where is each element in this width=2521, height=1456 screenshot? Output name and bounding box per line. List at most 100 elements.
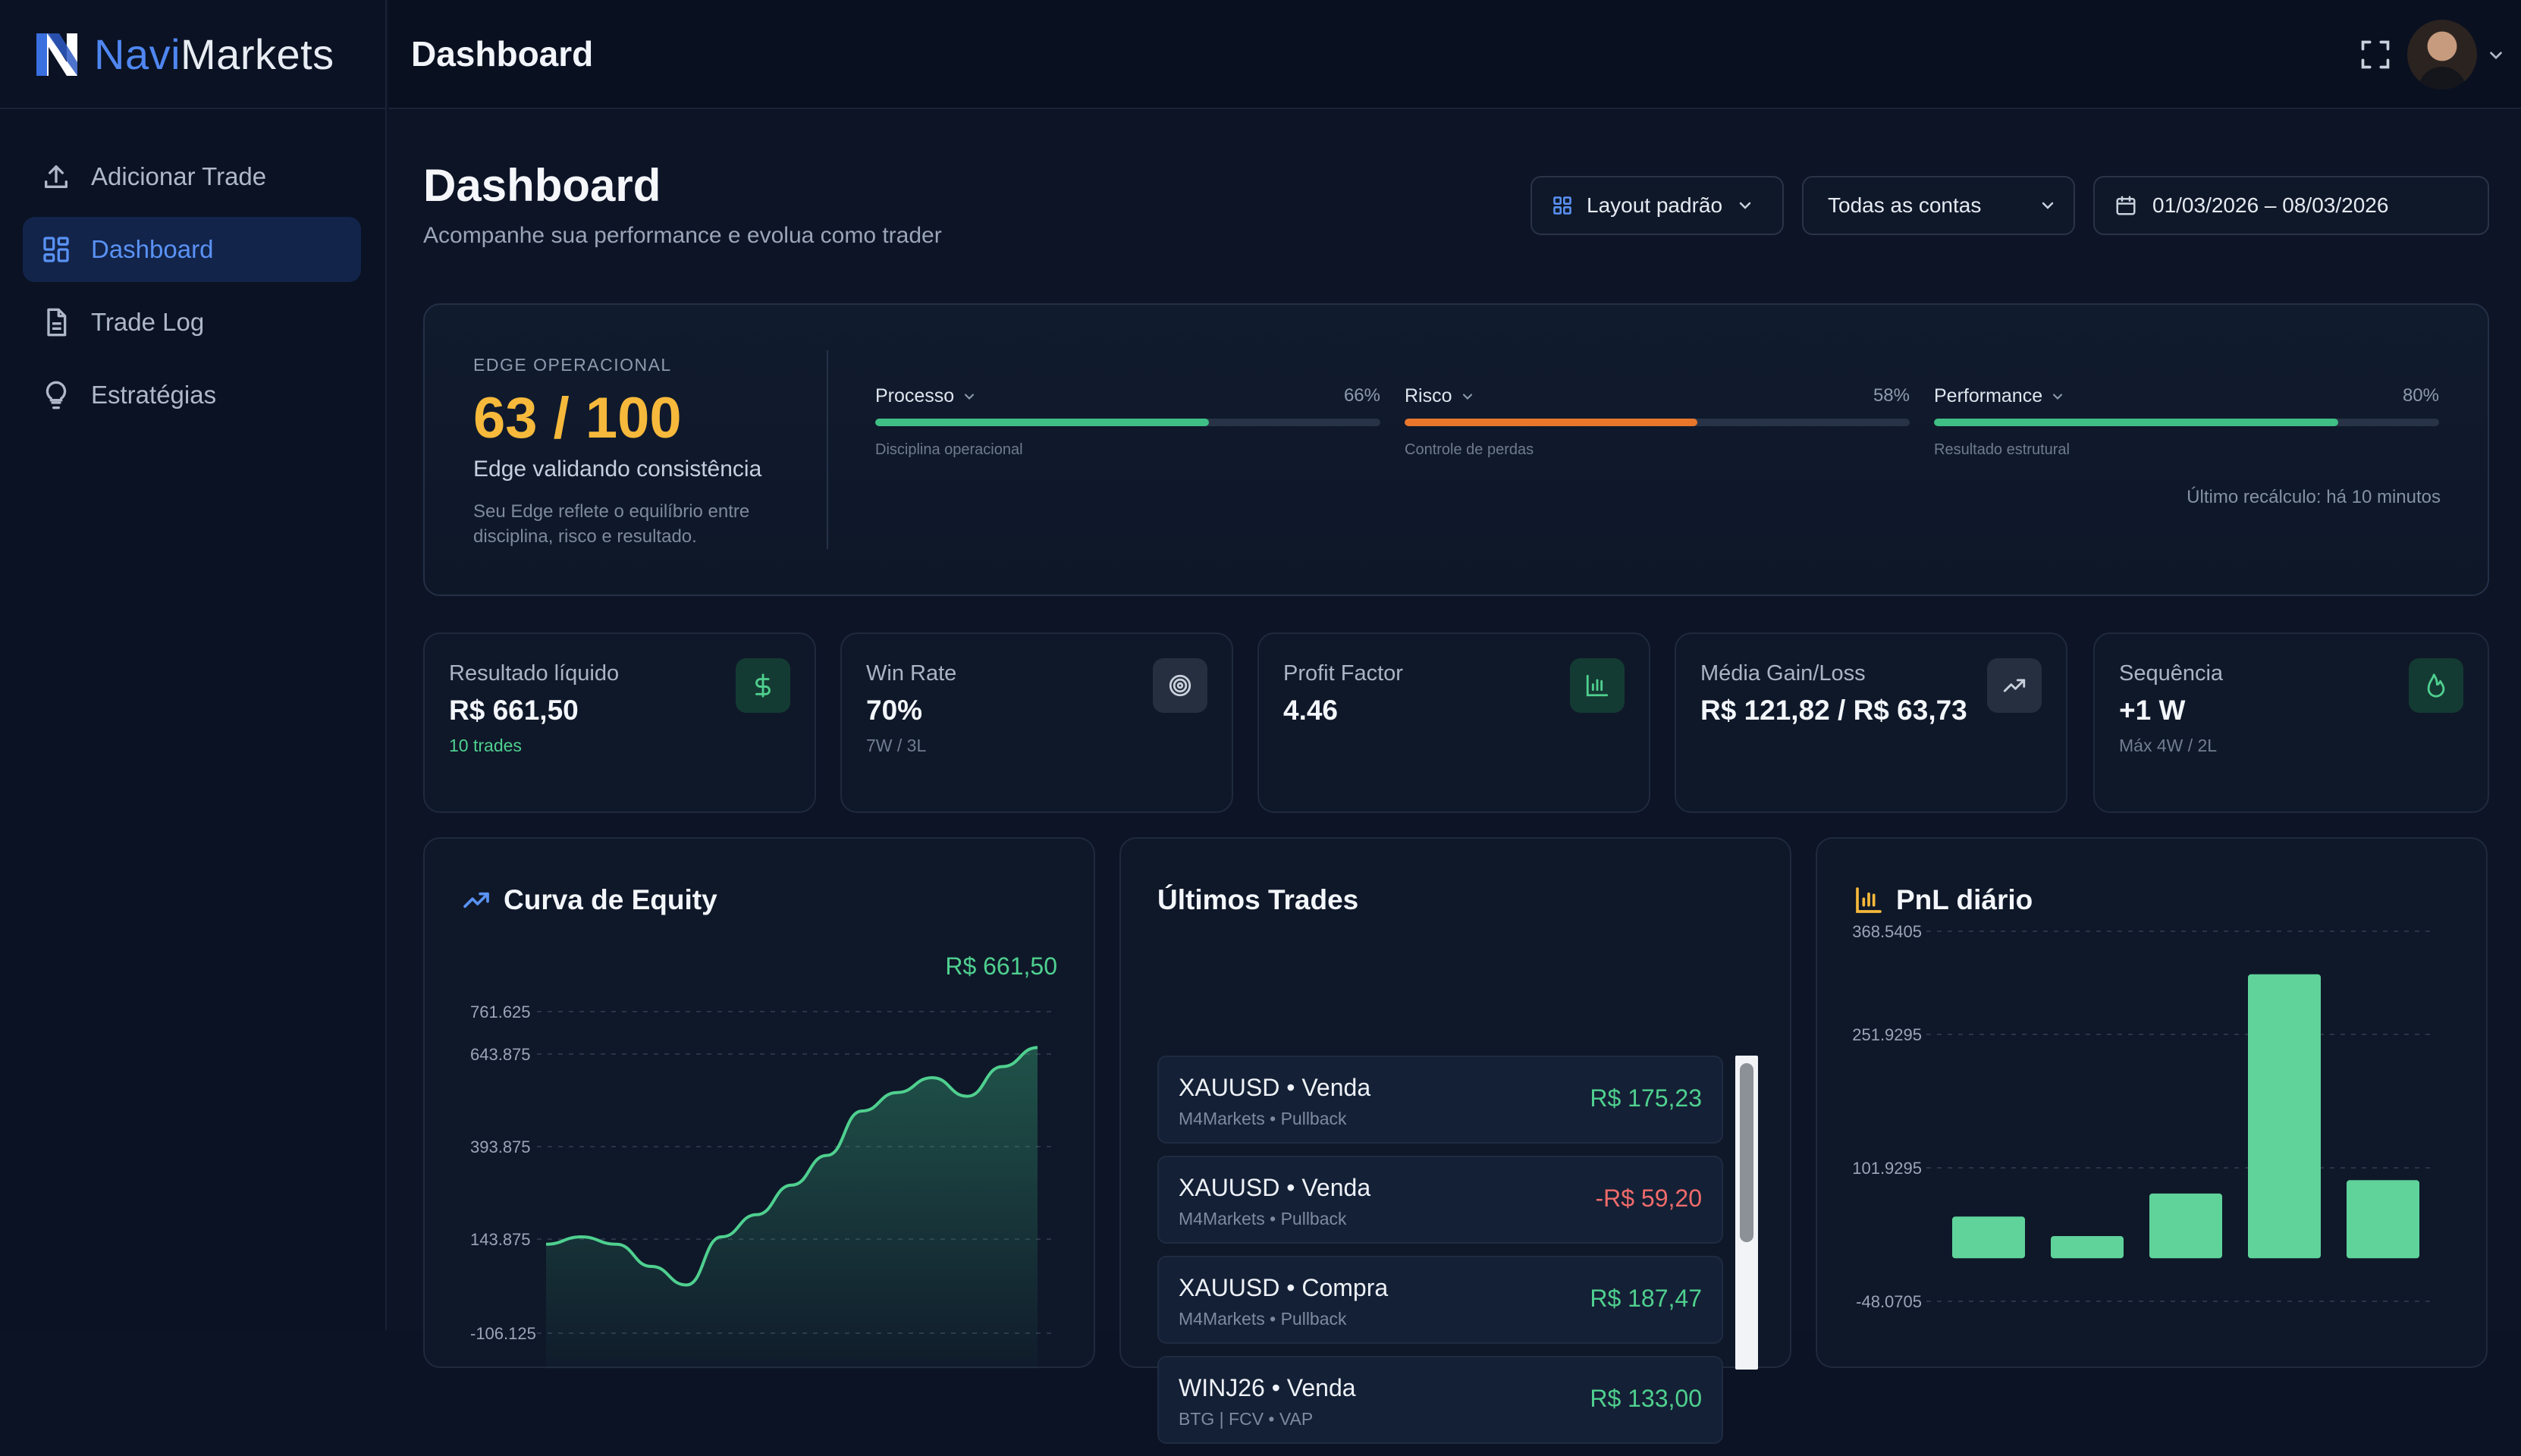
- chevron-down-icon: [1462, 393, 1472, 400]
- chevron-down-icon: [2042, 202, 2054, 209]
- trades-scrollbar[interactable]: [1735, 1056, 1758, 1370]
- panel-title: PnL diário: [1854, 884, 2033, 916]
- trade-title: XAUUSD • Venda: [1179, 1174, 1371, 1201]
- edge-metric-risco[interactable]: Risco 58% Controle de perdas: [1405, 385, 1910, 458]
- bar-chart-icon: [1856, 887, 1882, 913]
- metric-progress-fill: [875, 419, 1209, 426]
- edge-metric-processo[interactable]: Processo 66% Disciplina operacional: [875, 385, 1380, 458]
- target-icon: [1153, 658, 1207, 713]
- layout-grid-icon: [1553, 196, 1571, 215]
- sidebar-item-adicionar-trade[interactable]: Adicionar Trade: [23, 144, 361, 209]
- y-tick-label: -48.0705: [1856, 1292, 1922, 1311]
- document-icon: [47, 308, 67, 337]
- app-logo[interactable]: NaviMarkets: [33, 29, 334, 79]
- sidebar-item-label: Dashboard: [91, 235, 214, 263]
- trade-title: XAUUSD • Venda: [1179, 1074, 1371, 1101]
- stat-label: Profit Factor: [1283, 661, 1403, 686]
- panel-title-text: Últimos Trades: [1157, 884, 1359, 915]
- bar-chart-icon: [1570, 658, 1625, 713]
- date-range-value: 01/03/2026 – 08/03/2026: [2152, 193, 2389, 217]
- chevron-down-icon: [965, 393, 975, 400]
- logo-text: NaviMarkets: [94, 30, 334, 79]
- logo-mark-icon: [36, 33, 77, 76]
- metric-percent: 80%: [2402, 385, 2439, 406]
- y-tick-label: -106.125: [470, 1324, 536, 1343]
- metric-head: Performance: [1934, 385, 2439, 407]
- calendar-icon: [2116, 196, 2136, 215]
- edge-description: Seu Edge reflete o equilíbrio entre disc…: [473, 501, 750, 547]
- date-range-picker[interactable]: 01/03/2026 – 08/03/2026: [2093, 176, 2489, 235]
- lightbulb-icon: [46, 381, 67, 410]
- equity-point: [721, 1237, 722, 1238]
- trade-sub: M4Markets • Pullback: [1179, 1309, 1347, 1329]
- chevron-down-icon[interactable]: [2486, 46, 2506, 65]
- trade-value: R$ 133,00: [1590, 1385, 1702, 1412]
- sidebar-divider: [0, 108, 387, 109]
- page-title: Dashboard: [423, 160, 661, 211]
- chevron-down-icon: [1739, 202, 1751, 209]
- recalc-timestamp: Último recálculo: há 10 minutos: [2187, 487, 2441, 507]
- trade-row[interactable]: XAUUSD • Venda M4Markets • Pullback R$ 1…: [1157, 1056, 1723, 1144]
- stat-card-media-gain-loss: Média Gain/Loss R$ 121,82 / R$ 63,73: [1675, 632, 2067, 813]
- avatar[interactable]: [2407, 20, 2477, 89]
- metric-progress-bar: [1934, 419, 2439, 426]
- equity-line: [545, 1046, 1038, 1287]
- topbar-title: Dashboard: [411, 34, 594, 74]
- stat-label: Média Gain/Loss: [1700, 661, 1866, 686]
- trade-row[interactable]: XAUUSD • Compra M4Markets • Pullback R$ …: [1157, 1256, 1723, 1344]
- sidebar-item-dashboard[interactable]: Dashboard: [23, 217, 361, 282]
- fullscreen-icon[interactable]: [2359, 38, 2392, 71]
- sidebar-item-label: Adicionar Trade: [91, 162, 267, 190]
- stat-card-win-rate: Win Rate 70% 7W / 3L: [840, 632, 1233, 813]
- metric-name: Performance: [1934, 385, 2043, 406]
- pnl-bar: [2149, 1193, 2222, 1259]
- equity-point: [756, 1214, 757, 1215]
- trade-row[interactable]: XAUUSD • Venda M4Markets • Pullback -R$ …: [1157, 1156, 1723, 1244]
- stat-value: 70%: [866, 695, 923, 726]
- edge-metric-performance[interactable]: Performance 80% Resultado estrutural: [1934, 385, 2439, 458]
- metric-head: Processo: [875, 385, 1380, 407]
- stat-card-resultado: Resultado líquido R$ 661,50 10 trades: [423, 632, 816, 813]
- trade-value: R$ 175,23: [1590, 1084, 1702, 1112]
- stat-label: Resultado líquido: [449, 661, 620, 686]
- panel-title: Últimos Trades: [1157, 884, 1358, 916]
- pnl-bar: [1952, 1216, 2025, 1259]
- stat-value: R$ 121,82 / R$ 63,73: [1700, 695, 1967, 726]
- y-tick-label: 761.625: [470, 1003, 531, 1021]
- scroll-thumb[interactable]: [1740, 1063, 1753, 1242]
- equity-point: [967, 1096, 968, 1097]
- stat-value: R$ 661,50: [449, 695, 579, 726]
- equity-point: [896, 1092, 897, 1093]
- daily-pnl-panel: PnL diário 368.5405 251.9295 101.9295 -48.0…: [1816, 837, 2488, 1368]
- metric-caption: Controle de perdas: [1405, 441, 1534, 458]
- trade-value: R$ 187,47: [1590, 1285, 1702, 1312]
- panel-title-text: PnL diário: [1896, 884, 2033, 915]
- sidebar-item-estrategias[interactable]: Estratégias: [23, 362, 361, 428]
- stat-label: Win Rate: [866, 661, 957, 686]
- sidebar-item-trade-log[interactable]: Trade Log: [23, 290, 361, 355]
- sidebar-nav: Adicionar Trade Dashboard Trade Log Estr…: [23, 144, 361, 435]
- trend-up-icon: [463, 892, 489, 908]
- stat-value: +1 W: [2119, 695, 2186, 726]
- trades-list: XAUUSD • Venda M4Markets • Pullback R$ 1…: [1157, 1056, 1723, 1456]
- panel-title-text: Curva de Equity: [504, 884, 717, 915]
- trend-up-icon: [1987, 658, 2042, 713]
- equity-point: [581, 1237, 582, 1238]
- metric-caption: Disciplina operacional: [875, 441, 1023, 458]
- y-tick-label: 143.875: [470, 1230, 531, 1249]
- pnl-bar: [2347, 1180, 2419, 1259]
- edge-score: 63 / 100: [473, 386, 682, 450]
- layout-select[interactable]: Layout padrão: [1530, 176, 1784, 235]
- logo-text-navi: Navi: [94, 30, 181, 78]
- main-content: Dashboard Acompanhe sua performance e ev…: [388, 111, 2521, 1444]
- chevron-down-icon: [2053, 393, 2063, 400]
- pnl-chart: 368.5405 251.9295 101.9295 -48.0705: [1852, 922, 2433, 1311]
- accounts-select-value: Todas as contas: [1828, 193, 1982, 217]
- metric-progress-bar: [1405, 419, 1910, 426]
- sidebar-item-label: Trade Log: [91, 308, 205, 336]
- trade-title: XAUUSD • Compra: [1179, 1274, 1389, 1301]
- trade-row[interactable]: WINJ26 • Venda BTG | FCV • VAP R$ 133,00: [1157, 1356, 1723, 1444]
- equity-point: [1002, 1066, 1003, 1067]
- accounts-select[interactable]: Todas as contas: [1802, 176, 2075, 235]
- dashboard-grid-icon: [43, 237, 69, 262]
